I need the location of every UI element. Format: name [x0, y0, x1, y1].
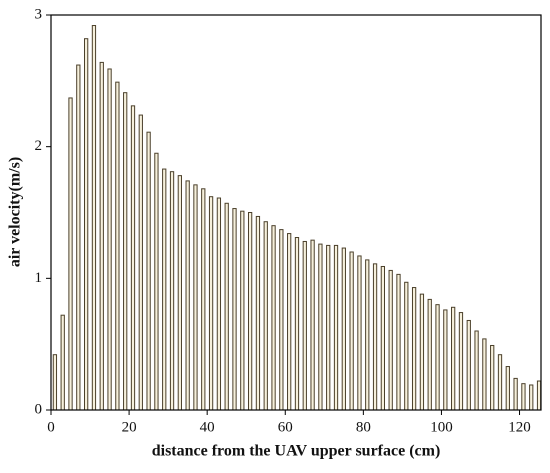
x-tick-label: 20	[122, 419, 137, 435]
x-tick-label: 60	[278, 419, 293, 435]
bar	[404, 281, 409, 411]
bar	[279, 229, 284, 411]
bar	[154, 152, 159, 411]
bar	[115, 81, 120, 411]
bar	[232, 208, 237, 411]
bar	[84, 38, 89, 411]
x-tick-label: 120	[508, 419, 531, 435]
bar	[91, 25, 97, 411]
bar	[185, 180, 190, 411]
y-tick-label: 1	[35, 270, 43, 286]
x-tick-label: 100	[430, 419, 453, 435]
bar	[357, 255, 362, 411]
bar	[435, 304, 440, 411]
bar	[255, 215, 261, 411]
bar	[310, 239, 315, 411]
bar	[427, 298, 432, 411]
bar	[99, 61, 104, 411]
bar	[240, 210, 245, 411]
bar	[68, 97, 73, 411]
bar	[60, 314, 65, 411]
bar	[130, 105, 136, 411]
bar	[247, 212, 253, 411]
bar	[326, 244, 331, 411]
bar	[263, 221, 268, 411]
bar	[208, 196, 214, 411]
bar	[318, 243, 323, 411]
bar	[52, 354, 58, 411]
bar	[169, 171, 175, 411]
bar	[474, 330, 479, 411]
bar	[529, 384, 534, 411]
y-axis-label: air velocity(m/s)	[7, 157, 24, 267]
bar	[380, 265, 386, 411]
bar	[107, 68, 112, 411]
bar	[216, 197, 222, 411]
x-tick-label: 80	[356, 419, 371, 435]
bar	[419, 293, 425, 411]
bar	[349, 251, 354, 411]
bar	[536, 380, 542, 411]
bar	[482, 338, 487, 411]
bar	[443, 309, 448, 411]
bar	[451, 306, 456, 411]
bar	[162, 168, 167, 411]
bar	[123, 92, 128, 411]
bar	[138, 114, 143, 411]
bar	[193, 184, 198, 411]
bar	[76, 64, 81, 411]
bar	[490, 344, 495, 411]
plot-frame	[50, 14, 542, 411]
bar	[201, 188, 206, 411]
bar	[497, 354, 503, 411]
bar	[458, 312, 464, 411]
y-tick-label: 2	[35, 138, 43, 154]
bar	[372, 263, 378, 411]
bar	[365, 259, 370, 411]
y-tick-label: 3	[35, 6, 43, 22]
y-tick-label: 0	[35, 401, 43, 417]
bar	[466, 319, 471, 411]
bar	[146, 131, 151, 411]
x-tick-label: 0	[47, 419, 55, 435]
bar	[411, 287, 417, 411]
bar	[177, 175, 182, 411]
bar	[271, 225, 276, 411]
bar	[388, 269, 393, 411]
bar	[513, 377, 518, 411]
bar	[224, 202, 229, 411]
bar	[302, 240, 307, 411]
x-axis-label: distance from the UAV upper surface (cm)	[152, 443, 441, 460]
x-tick-label: 40	[200, 419, 215, 435]
bar	[287, 233, 292, 411]
bar	[341, 247, 346, 411]
bar	[521, 383, 526, 411]
bar	[396, 273, 401, 411]
bar	[294, 237, 300, 411]
bar	[505, 366, 510, 411]
bar	[333, 244, 339, 411]
